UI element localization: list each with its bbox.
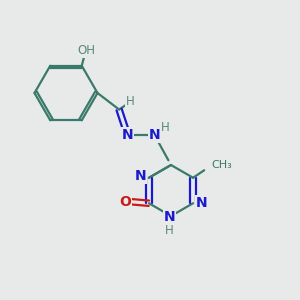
Text: CH₃: CH₃: [211, 160, 232, 170]
Text: N: N: [164, 211, 175, 224]
Text: O: O: [119, 195, 131, 209]
Text: OH: OH: [77, 44, 95, 57]
Text: N: N: [122, 128, 133, 142]
Text: N: N: [135, 169, 146, 183]
Text: H: H: [126, 94, 135, 108]
Text: H: H: [160, 121, 169, 134]
Text: N: N: [149, 128, 160, 142]
Text: N: N: [196, 196, 207, 210]
Text: H: H: [165, 224, 174, 237]
